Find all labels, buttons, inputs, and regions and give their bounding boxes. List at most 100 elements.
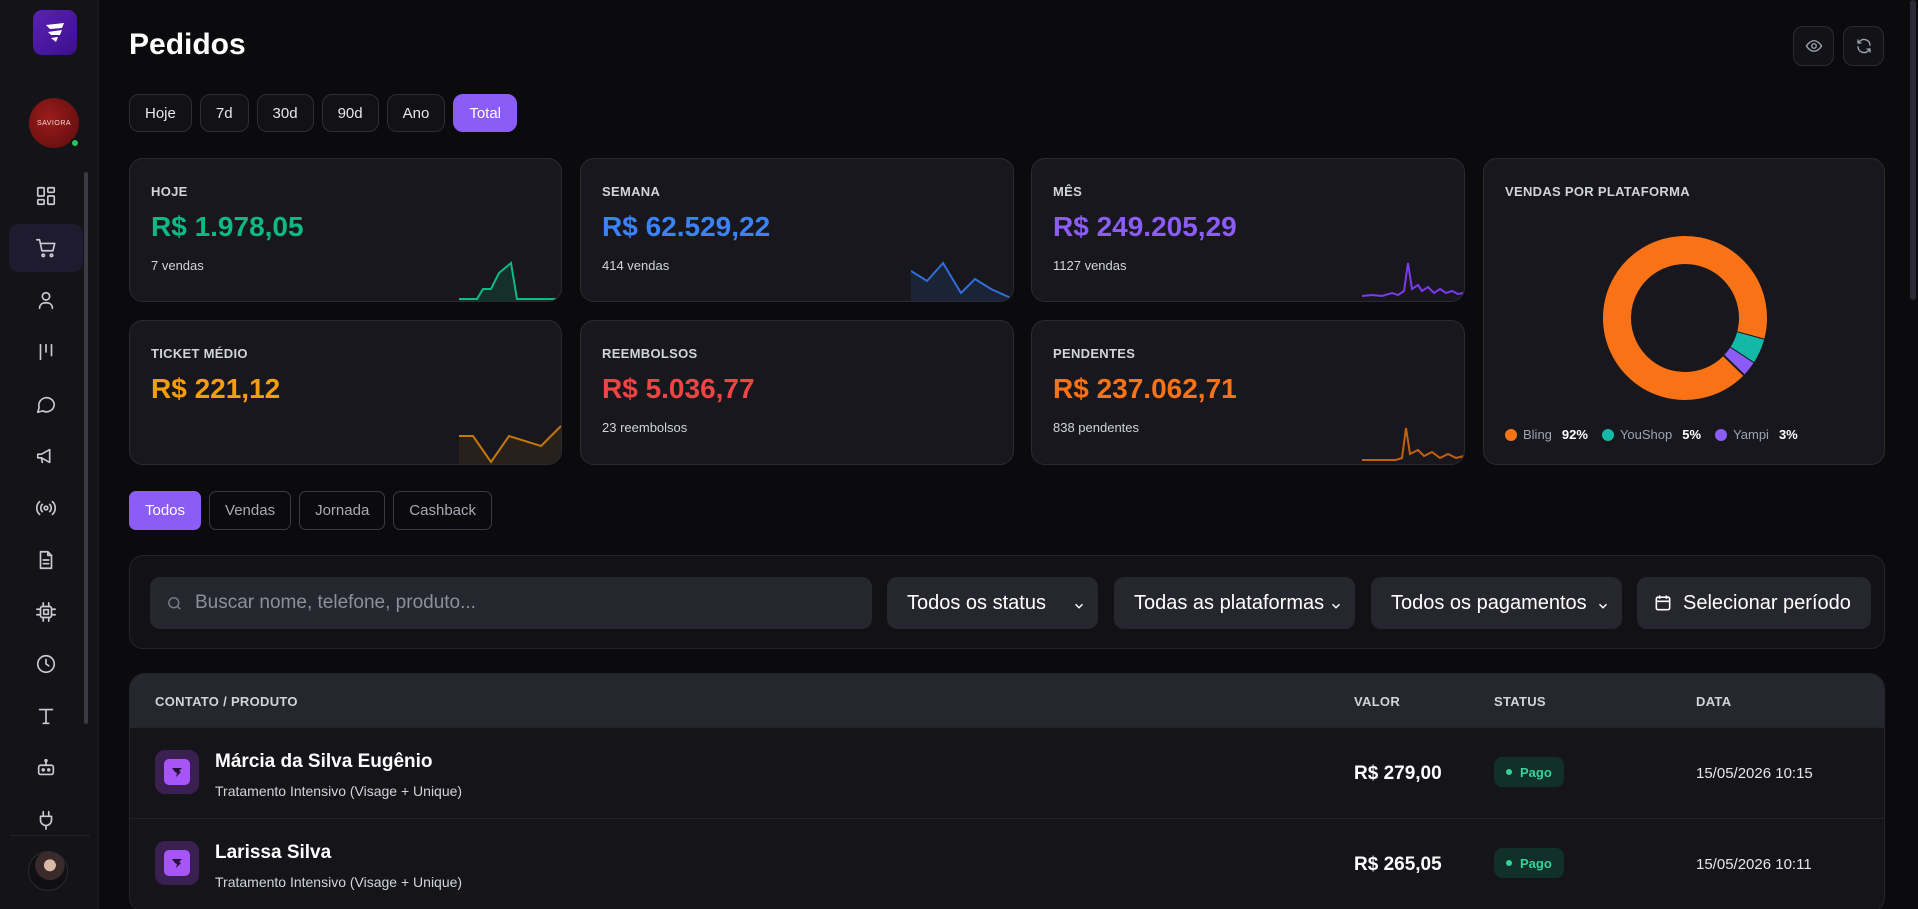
document-icon: [39, 550, 53, 570]
payment-select[interactable]: Todos os pagamentos: [1371, 577, 1622, 629]
stat-value: R$ 1.978,05: [151, 211, 304, 242]
legend-label: Bling: [1523, 427, 1552, 442]
sidebar-item-plugins[interactable]: [9, 796, 83, 844]
chevron-down-icon: [1596, 596, 1610, 610]
sidebar-item-kanban[interactable]: [9, 328, 83, 376]
legend-item-youshop: YouShop 5%: [1601, 427, 1701, 442]
range-ano[interactable]: Ano: [386, 94, 446, 132]
select-period-label: Selecionar período: [1683, 591, 1851, 614]
donut-slice-youshop[interactable]: [1729, 331, 1765, 364]
donut-slice-bling[interactable]: [1603, 236, 1767, 400]
sidebar-item-documentos[interactable]: [9, 536, 83, 584]
platform-select-value: Todas as plataformas: [1134, 591, 1325, 614]
order-value: R$ 265,05: [1354, 854, 1442, 875]
plug-icon: [39, 810, 53, 830]
text-icon: [38, 708, 54, 725]
refresh-icon: [1856, 38, 1871, 54]
donut-slice-yampi[interactable]: [1723, 347, 1754, 376]
range-90d[interactable]: 90d: [321, 94, 379, 132]
sparkline-ticket: [459, 425, 561, 464]
sidebar-item-templates[interactable]: [9, 692, 83, 740]
range-total[interactable]: Total: [453, 94, 517, 132]
sidebar-item-broadcast[interactable]: [9, 484, 83, 532]
orders-table: CONTATO / PRODUTO VALOR STATUS DATA Márc…: [129, 673, 1885, 909]
table-row[interactable]: Márcia da Silva Eugênio Tratamento Inten…: [130, 727, 1884, 818]
sidebar-item-integracoes[interactable]: [9, 588, 83, 636]
sparkline-semana: [911, 261, 1013, 301]
stat-sub: 1127 vendas: [1053, 258, 1127, 273]
platform-select[interactable]: Todas as plataformas: [1114, 577, 1355, 629]
tab-todos[interactable]: Todos: [129, 491, 202, 530]
legend-item-yampi: Yampi 3%: [1715, 427, 1798, 442]
range-30d[interactable]: 30d: [256, 94, 314, 132]
sidebar-item-chat[interactable]: [9, 380, 83, 428]
tab-cashback[interactable]: Cashback: [393, 491, 492, 530]
app-logo[interactable]: [33, 10, 77, 55]
cart-icon: [36, 238, 56, 258]
stat-card-semana: SEMANA R$ 62.529,22 414 vendas: [580, 158, 1014, 302]
table-header: CONTATO / PRODUTO VALOR STATUS DATA: [130, 674, 1884, 727]
legend-pct: 3%: [1778, 427, 1798, 442]
date-range-selector: Hoje 7d 30d 90d Ano Total: [129, 94, 517, 132]
header-status[interactable]: STATUS: [1494, 694, 1546, 709]
sidebar-item-bots[interactable]: [9, 744, 83, 792]
tab-vendas[interactable]: Vendas: [209, 491, 292, 530]
status-select-value: Todos os status: [907, 591, 1046, 614]
table-row[interactable]: Larissa Silva Tratamento Intensivo (Visa…: [130, 818, 1884, 909]
online-status-dot: [70, 138, 80, 148]
sparkline-pendentes: [1362, 427, 1464, 461]
chip-icon: [36, 602, 56, 622]
eye-icon: [1805, 40, 1822, 52]
range-7d[interactable]: 7d: [199, 94, 249, 132]
sidebar-item-campanhas[interactable]: [9, 432, 83, 480]
legend-dot: [1715, 428, 1728, 441]
contact-name: Márcia da Silva Eugênio: [215, 751, 433, 772]
header-data[interactable]: DATA: [1696, 694, 1732, 709]
status-select[interactable]: Todos os status: [887, 577, 1098, 629]
legend-dot: [1601, 428, 1614, 441]
main-content: Pedidos Hoje 7d 30d 90d Ano Total HOJE R…: [99, 0, 1918, 909]
select-period-button[interactable]: Selecionar período: [1637, 577, 1871, 629]
order-value: R$ 279,00: [1354, 763, 1442, 784]
status-badge: Pago: [1494, 757, 1564, 787]
range-hoje[interactable]: Hoje: [129, 94, 192, 132]
stat-label: REEMBOLSOS: [602, 346, 698, 361]
sidebar-item-historico[interactable]: [9, 640, 83, 688]
logo-icon: [46, 22, 64, 42]
header-valor[interactable]: VALOR: [1354, 694, 1401, 709]
stat-label: SEMANA: [602, 184, 661, 199]
legend-dot: [1505, 428, 1517, 441]
page-scrollbar[interactable]: [1910, 0, 1916, 300]
sidebar-item-contatos[interactable]: [9, 276, 83, 324]
stat-label: TICKET MÉDIO: [151, 346, 248, 361]
columns-icon: [39, 343, 53, 361]
search-icon: [168, 596, 181, 610]
stat-value: R$ 5.036,77: [602, 373, 755, 404]
order-date: 15/05/2026 10:15: [1696, 765, 1813, 782]
chevron-down-icon: [1329, 596, 1343, 610]
toggle-visibility-button[interactable]: [1793, 26, 1834, 66]
tab-jornada[interactable]: Jornada: [299, 491, 386, 530]
refresh-button[interactable]: [1843, 26, 1884, 66]
header-contact[interactable]: CONTATO / PRODUTO: [155, 694, 298, 709]
legend-label: Yampi: [1733, 427, 1769, 442]
platform-chart-title: VENDAS POR PLATAFORMA: [1505, 184, 1690, 199]
search-input[interactable]: [195, 592, 835, 614]
brand-avatar-text: SAVIORA: [36, 119, 72, 127]
platform-sales-card: VENDAS POR PLATAFORMA Bling 92% YouShop 5%…: [1483, 158, 1885, 465]
sidebar-item-dashboard[interactable]: [9, 172, 83, 220]
filter-bar: Todos os status Todas as plataformas Tod…: [129, 555, 1885, 649]
chevron-down-icon: [1072, 596, 1086, 610]
payment-select-value: Todos os pagamentos: [1391, 591, 1587, 614]
sidebar-scrollbar[interactable]: [84, 172, 88, 724]
user-avatar[interactable]: [28, 851, 68, 891]
platform-yampi-icon: [155, 841, 199, 885]
page-title: Pedidos: [129, 28, 246, 61]
chat-icon: [36, 396, 56, 414]
user-icon: [38, 291, 54, 310]
sidebar-item-pedidos[interactable]: [9, 224, 83, 272]
stat-sub: 414 vendas: [602, 258, 670, 273]
brand-avatar[interactable]: SAVIORA: [29, 98, 79, 148]
sidebar: SAVIORA: [0, 0, 99, 909]
legend-pct: 92%: [1561, 427, 1588, 442]
